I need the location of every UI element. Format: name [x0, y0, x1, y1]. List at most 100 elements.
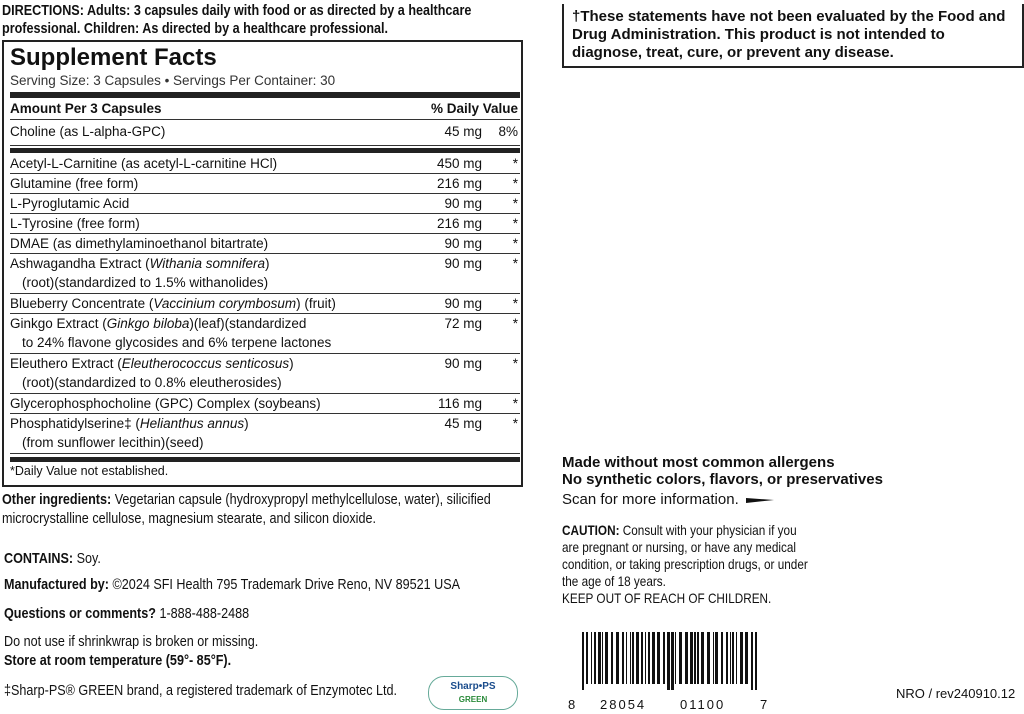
directions-text: Adults: 3 capsules daily with food or as… — [2, 2, 472, 37]
ingredient-name: Glutamine (free form) — [10, 174, 410, 193]
barcode-bar — [679, 632, 682, 684]
barcode-bar — [740, 632, 743, 684]
ingredient-text: )(leaf)(standardized — [189, 316, 307, 331]
latin-name: Helianthus annus — [139, 416, 245, 431]
daily-value: * — [512, 156, 518, 171]
amount: 90 mg — [444, 356, 482, 371]
ingredient-name: Choline (as L-alpha-GPC) — [10, 122, 410, 141]
ingredient-name: L-Tyrosine (free form) — [10, 214, 410, 233]
barcode-bar — [630, 632, 631, 684]
footnote: *Daily Value not established. — [10, 464, 169, 478]
directions: DIRECTIONS: Adults: 3 capsules daily wit… — [2, 2, 523, 38]
barcode-bar — [751, 632, 753, 690]
ingredient-text: Glycerophosphocholine (GPC) Complex (soy… — [10, 396, 321, 411]
ingredient-name: Eleuthero Extract (Eleutherococcus senti… — [10, 354, 410, 392]
ingredient-name: Blueberry Concentrate (Vaccinium corymbo… — [10, 294, 410, 313]
ingredient-detail: (root)(standardized to 0.8% eleutherosid… — [22, 375, 282, 390]
barcode-bar — [697, 632, 699, 684]
ingredient-name: DMAE (as dimethylaminoethanol bitartrate… — [10, 234, 410, 253]
facts-row: Glutamine (free form) 216 mg * — [10, 174, 520, 194]
caution: CAUTION: Consult with your physician if … — [562, 522, 812, 607]
sharp-ps-logo: Sharp•PS GREEN — [428, 676, 518, 710]
daily-value: * — [512, 216, 518, 231]
amount: 90 mg — [444, 196, 482, 211]
barcode-bar — [657, 632, 660, 684]
latin-name: Vaccinium corymbosum — [153, 296, 297, 311]
ingredient-text: Ashwagandha Extract ( — [10, 256, 150, 271]
questions: Questions or comments? 1-888-488-2488 — [4, 605, 249, 623]
barcode-bar — [652, 632, 655, 684]
daily-value: * — [512, 196, 518, 211]
facts-row: Phosphatidylserine‡ (Helianthus annus) (f… — [10, 414, 520, 454]
barcode-bar — [690, 632, 693, 684]
facts-row: Blueberry Concentrate (Vaccinium corymbo… — [10, 294, 520, 314]
amount: 90 mg — [444, 256, 482, 271]
barcode-bar — [645, 632, 646, 684]
revision: NRO / rev240910.12 — [896, 686, 1016, 701]
trademark: ‡Sharp-PS® GREEN brand, a registered tra… — [4, 682, 398, 699]
storage: Store at room temperature (59°- 85°F). — [4, 652, 232, 669]
other-ingredients: Other ingredients: Vegetarian capsule (h… — [2, 490, 523, 528]
allergen-2: No synthetic colors, flavors, or preserv… — [562, 471, 883, 488]
latin-name: Withania somnifera — [149, 256, 266, 271]
barcode-bar — [715, 632, 718, 684]
questions-text: 1-888-488-2488 — [159, 605, 250, 622]
ingredient-detail: to 24% flavone glycosides and 6% terpene… — [22, 335, 332, 350]
amount: 450 mg — [436, 156, 482, 171]
ingredient-name: Acetyl-L-Carnitine (as acetyl-L-carnitin… — [10, 154, 410, 173]
barcode-digit: 01100 — [680, 697, 726, 712]
ingredient-text: Glutamine (free form) — [10, 176, 139, 191]
barcode-bar — [591, 632, 592, 684]
latin-name: Ginkgo biloba — [106, 316, 190, 331]
daily-value: 8% — [498, 124, 518, 139]
header-row: Amount Per 3 Capsules % Daily Value — [10, 99, 520, 120]
ingredient-text: DMAE (as dimethylaminoethanol bitartrate… — [10, 236, 269, 251]
barcode — [582, 632, 757, 690]
barcode-bar — [726, 632, 728, 684]
barcode-bar — [636, 632, 639, 684]
amount-header: Amount Per 3 Capsules — [10, 101, 162, 116]
ingredient-text: ) — [265, 256, 270, 271]
rule-thick — [10, 92, 520, 98]
manufacturer: Manufactured by: ©2024 SFI Health 795 Tr… — [4, 576, 460, 594]
barcode-bar — [648, 632, 650, 684]
ingredient-detail: (root)(standardized to 1.5% withanolides… — [22, 275, 269, 290]
barcode-bar — [736, 632, 737, 684]
logo-sub: GREEN — [458, 695, 488, 704]
barcode-bar — [732, 632, 734, 684]
daily-value: * — [512, 316, 518, 331]
amount: 216 mg — [436, 216, 482, 231]
amount: 90 mg — [444, 236, 482, 251]
barcode-bar — [675, 632, 676, 684]
allergen-1: Made without most common allergens — [562, 454, 835, 471]
ingredient-name: Ginkgo Extract (Ginkgo biloba)(leaf)(sta… — [10, 314, 410, 352]
latin-name: Eleutherococcus senticosus — [121, 356, 290, 371]
caution-label: CAUTION: — [562, 522, 620, 538]
facts-row: Glycerophosphocholine (GPC) Complex (soy… — [10, 394, 520, 414]
facts-row: Ashwagandha Extract (Withania somnifera)… — [10, 254, 520, 294]
ingredient-text: ) — [289, 356, 294, 371]
amount: 216 mg — [436, 176, 482, 191]
barcode-digit: 7 — [760, 697, 768, 712]
barcode-bar — [745, 632, 748, 684]
ingredient-text: Phosphatidylserine‡ ( — [10, 416, 140, 431]
ingredient-name: L-Pyroglutamic Acid — [10, 194, 410, 213]
scan-arrow — [746, 498, 774, 503]
manufacturer-text: ©2024 SFI Health 795 Trademark Drive Ren… — [112, 576, 461, 593]
facts-row: Acetyl-L-Carnitine (as acetyl-L-carnitin… — [10, 154, 520, 174]
amount: 116 mg — [437, 396, 482, 411]
daily-value: * — [512, 396, 518, 411]
barcode-bar — [671, 632, 674, 690]
barcode-bar — [594, 632, 596, 684]
barcode-bar — [586, 632, 588, 684]
ingredient-text: Acetyl-L-Carnitine (as acetyl-L-carnitin… — [10, 156, 278, 171]
other-text: Vegetarian capsule (hydroxypropyl methyl… — [2, 491, 491, 527]
barcode-bar — [622, 632, 624, 684]
rule-thick — [10, 148, 520, 153]
barcode-bar — [730, 632, 731, 684]
ingredient-name: Phosphatidylserine‡ (Helianthus annus) (f… — [10, 414, 410, 452]
barcode-digit: 28054 — [600, 697, 647, 712]
daily-value: * — [512, 176, 518, 191]
fda-disclaimer: †These statements have not been evaluate… — [562, 4, 1024, 68]
